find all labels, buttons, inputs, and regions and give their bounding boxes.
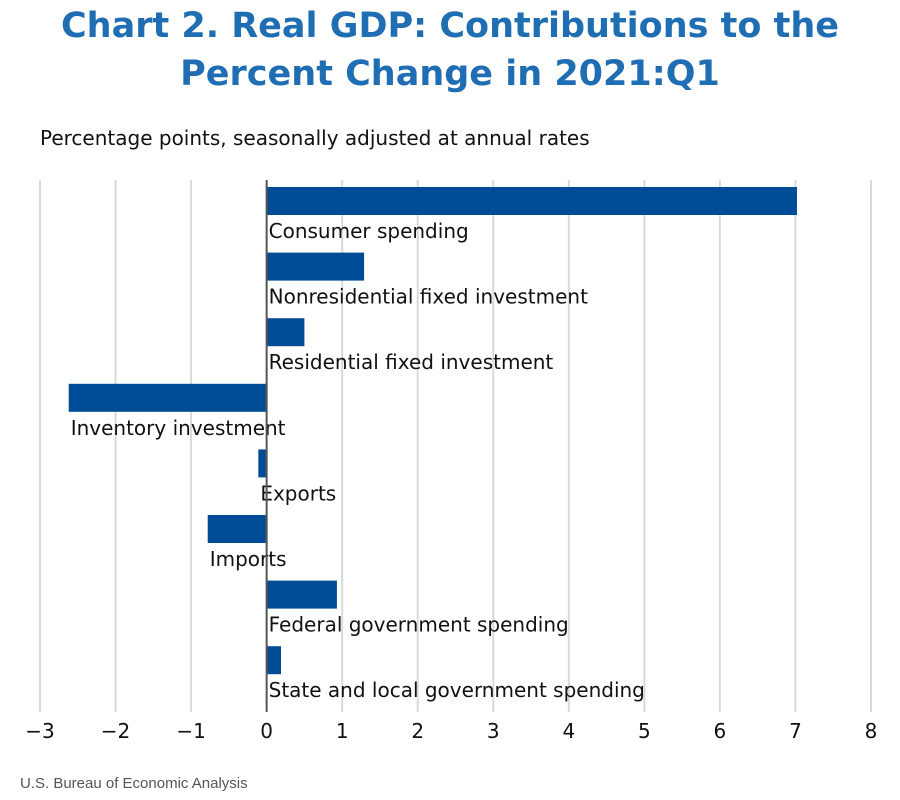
x-tick-label: −3 <box>25 719 54 743</box>
category-label: State and local government spending <box>269 678 645 702</box>
x-tick-label: 3 <box>487 719 500 743</box>
bar <box>266 318 305 347</box>
bar <box>266 580 337 609</box>
category-label: Imports <box>210 547 287 571</box>
bar <box>266 187 797 215</box>
bar <box>266 646 281 675</box>
x-tick-label: 2 <box>411 719 424 743</box>
bar <box>266 252 365 281</box>
x-tick-label: 6 <box>714 719 727 743</box>
category-label: Residential fixed investment <box>269 350 554 374</box>
bar <box>68 383 267 412</box>
source-note: U.S. Bureau of Economic Analysis <box>20 775 248 792</box>
title-line-2: Percent Change in 2021:Q1 <box>180 54 720 94</box>
x-tick-label: 4 <box>562 719 575 743</box>
x-tick-label: 5 <box>638 719 651 743</box>
x-tick-label: 0 <box>260 719 273 743</box>
category-label: Nonresidential fixed investment <box>269 285 588 309</box>
x-tick-label: 8 <box>865 719 878 743</box>
category-label: Consumer spending <box>269 219 469 243</box>
category-label: Federal government spending <box>269 613 569 637</box>
chart-title: Chart 2. Real GDP: Contributions to the P… <box>0 2 900 98</box>
bar <box>207 515 267 543</box>
x-tick-label: −2 <box>101 719 130 743</box>
category-label: Inventory investment <box>71 416 286 440</box>
bar <box>258 449 267 478</box>
category-label: Exports <box>260 481 336 505</box>
chart-subtitle: Percentage points, seasonally adjusted a… <box>40 126 590 150</box>
x-tick-label: 7 <box>789 719 802 743</box>
x-tick-label: 1 <box>336 719 349 743</box>
x-tick-label: −1 <box>176 719 205 743</box>
title-line-1: Chart 2. Real GDP: Contributions to the <box>61 6 839 46</box>
